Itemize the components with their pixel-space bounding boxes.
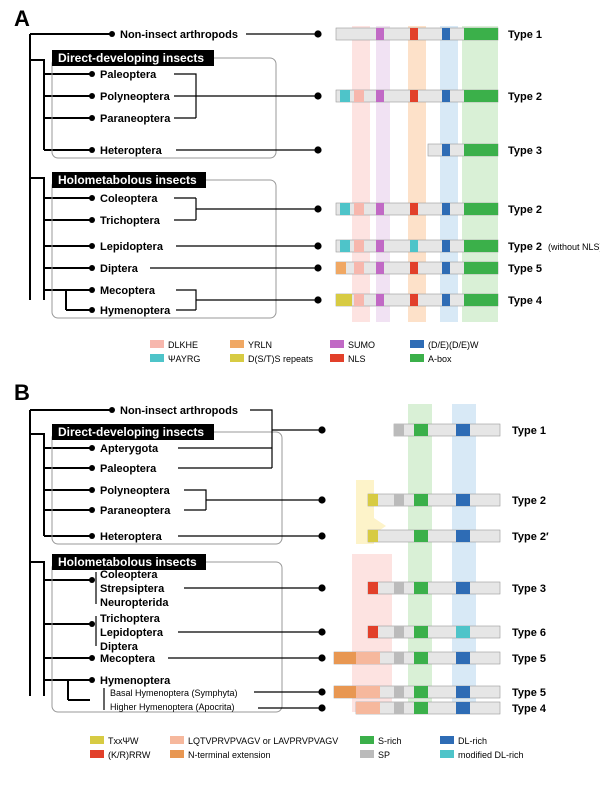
taxon-label: Mecoptera	[100, 653, 156, 665]
type-label-note: (without NLS)	[548, 242, 600, 252]
type-label: Type 6	[512, 627, 546, 639]
taxon-label: Apterygota	[100, 443, 159, 455]
taxon-label: Mecoptera	[100, 285, 156, 297]
panel-a-grouphdr-holo-text: Holometabolous insects	[58, 173, 197, 187]
type-label: Type 4	[512, 703, 547, 715]
svg-text:SP: SP	[378, 750, 390, 760]
taxon-label: Non-insect arthropods	[120, 405, 238, 417]
panel-b-legend: TxxΨW LQTVPRVPVAGV or LAVPRVPVAGV S-rich DL…	[90, 736, 524, 760]
svg-text:S-rich: S-rich	[378, 736, 402, 746]
taxon-label: Paraneoptera	[100, 505, 171, 517]
svg-text:YRLN: YRLN	[248, 340, 272, 350]
panel-b-label: B	[14, 380, 30, 406]
taxon-label: Polyneoptera	[100, 485, 171, 497]
panel-b: B Direct-developing insects Holometab	[0, 380, 600, 804]
svg-text:D(S/T)S repeats: D(S/T)S repeats	[248, 354, 314, 364]
type-label: Type 5	[512, 687, 546, 699]
svg-text:(K/R)RRW: (K/R)RRW	[108, 750, 151, 760]
type-label: Type 1	[512, 425, 546, 437]
type-label: Type 2′	[512, 531, 549, 543]
svg-text:DL-rich: DL-rich	[458, 736, 487, 746]
type-label: Type 3	[512, 583, 546, 595]
svg-text:modified DL-rich: modified DL-rich	[458, 750, 524, 760]
taxon-label: Hymenoptera	[100, 305, 171, 317]
taxon-label: Trichoptera	[100, 215, 161, 227]
taxon-label: Heteroptera	[100, 531, 163, 543]
svg-text:(D/E)(D/E)W: (D/E)(D/E)W	[428, 340, 479, 350]
taxon-sublabel: Basal Hymenoptera (Symphyta)	[110, 688, 238, 698]
taxon-label: Lepidoptera	[100, 241, 164, 253]
panel-a-brackets	[150, 31, 321, 310]
panel-a-groupbox-holo	[52, 180, 276, 318]
taxon-label: Paleoptera	[100, 69, 157, 81]
type-label: Type 1	[508, 29, 542, 41]
svg-text:SUMO: SUMO	[348, 340, 375, 350]
svg-text:DLKHE: DLKHE	[168, 340, 198, 350]
taxon-label: Neuropterida	[100, 597, 169, 609]
taxon-label: Heteroptera	[100, 145, 163, 157]
taxon-label: Trichoptera	[100, 613, 161, 625]
panel-b-stripes	[352, 404, 476, 714]
panel-b-grouphdr-holo-text: Holometabolous insects	[58, 555, 197, 569]
svg-text:NLS: NLS	[348, 354, 366, 364]
type-label: Type 2	[512, 495, 546, 507]
taxon-label: Coleoptera	[100, 193, 158, 205]
taxon-label: Polyneoptera	[100, 91, 171, 103]
type-label: Type 3	[508, 145, 542, 157]
type-label: Type 5	[508, 263, 542, 275]
panel-a-grouphdr-direct-text: Direct-developing insects	[58, 51, 204, 65]
panel-b-grouphdr-direct-text: Direct-developing insects	[58, 425, 204, 439]
svg-text:LQTVPRVPVAGV or LAVPRVPVAGV: LQTVPRVPVAGV or LAVPRVPVAGV	[188, 736, 338, 746]
type-label: Type 2	[508, 241, 542, 253]
taxon-label: Strepsiptera	[100, 583, 165, 595]
taxon-label: Paleoptera	[100, 463, 157, 475]
type-label: Type 2	[508, 91, 542, 103]
panel-a-label: A	[14, 6, 30, 32]
type-label: Type 2	[508, 204, 542, 216]
svg-text:N-terminal extension: N-terminal extension	[188, 750, 271, 760]
taxon-label: Diptera	[100, 641, 139, 653]
taxon-sublabel: Higher Hymenoptera (Apocrita)	[110, 702, 235, 712]
taxon-label: Diptera	[100, 263, 139, 275]
panel-a-legend: DLKHE YRLN SUMO (D/E)(D/E)W ΨAYRG D(S/T)S rep…	[150, 340, 479, 364]
type-label: Type 4	[508, 295, 543, 307]
panel-b-svg: Direct-developing insects Holometabolous…	[0, 380, 600, 804]
panel-a-svg: Direct-developing insects Holometabolous…	[0, 0, 600, 380]
svg-text:ΨAYRG: ΨAYRG	[168, 354, 200, 364]
taxon-label: Non-insect arthropods	[120, 29, 238, 41]
svg-text:A-box: A-box	[428, 354, 452, 364]
taxon-label: Paraneoptera	[100, 113, 171, 125]
taxon-label: Hymenoptera	[100, 675, 171, 687]
svg-text:TxxΨW: TxxΨW	[108, 736, 139, 746]
taxon-label: Coleoptera	[100, 569, 158, 581]
type-label: Type 5	[512, 653, 546, 665]
panel-a-stripes	[352, 26, 498, 322]
panel-a: A	[0, 0, 600, 380]
taxon-label: Lepidoptera	[100, 627, 164, 639]
